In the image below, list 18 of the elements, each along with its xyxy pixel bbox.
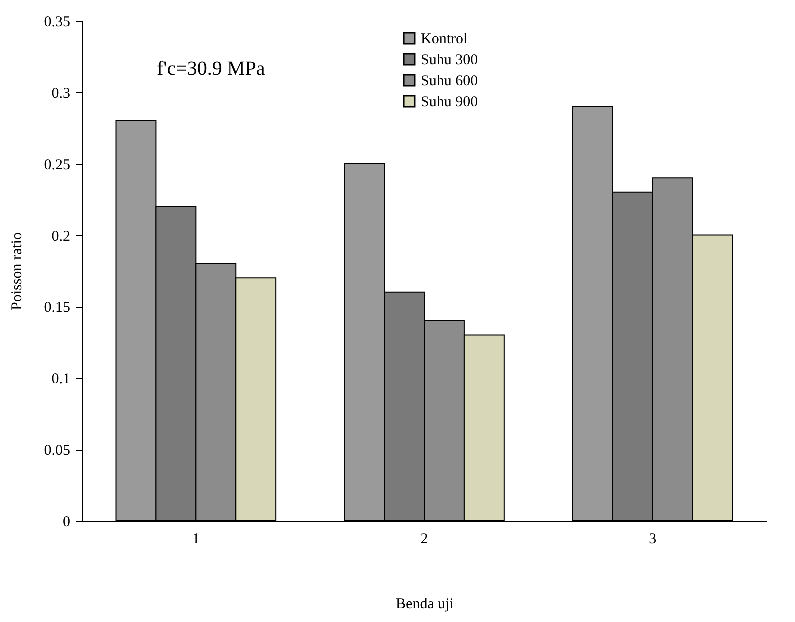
x-tick-label: 2 — [420, 532, 428, 548]
annotation: f'c=30.9 MPa — [157, 58, 266, 80]
y-tick-label: 0.1 — [52, 372, 70, 388]
y-tick-label: 0.2 — [52, 228, 70, 245]
legend-label: Suhu 300 — [421, 52, 478, 68]
y-tick-label: 0 — [63, 514, 70, 530]
x-axis-title: Benda uji — [396, 596, 454, 612]
legend-label: Kontrol — [421, 32, 468, 48]
y-tick-label: 0.05 — [44, 443, 70, 460]
y-tick-label: 0.35 — [44, 14, 70, 30]
legend-label: Suhu 600 — [421, 74, 478, 90]
y-tick-label: 0.25 — [44, 157, 70, 174]
x-tick-label: 1 — [192, 532, 200, 548]
y-tick-label: 0.3 — [52, 86, 70, 102]
legend-label: Suhu 900 — [421, 94, 478, 110]
y-tick-label: 0.15 — [44, 300, 70, 316]
y-axis-title: Poisson ratio — [9, 232, 26, 310]
x-tick-label: 3 — [649, 532, 657, 548]
